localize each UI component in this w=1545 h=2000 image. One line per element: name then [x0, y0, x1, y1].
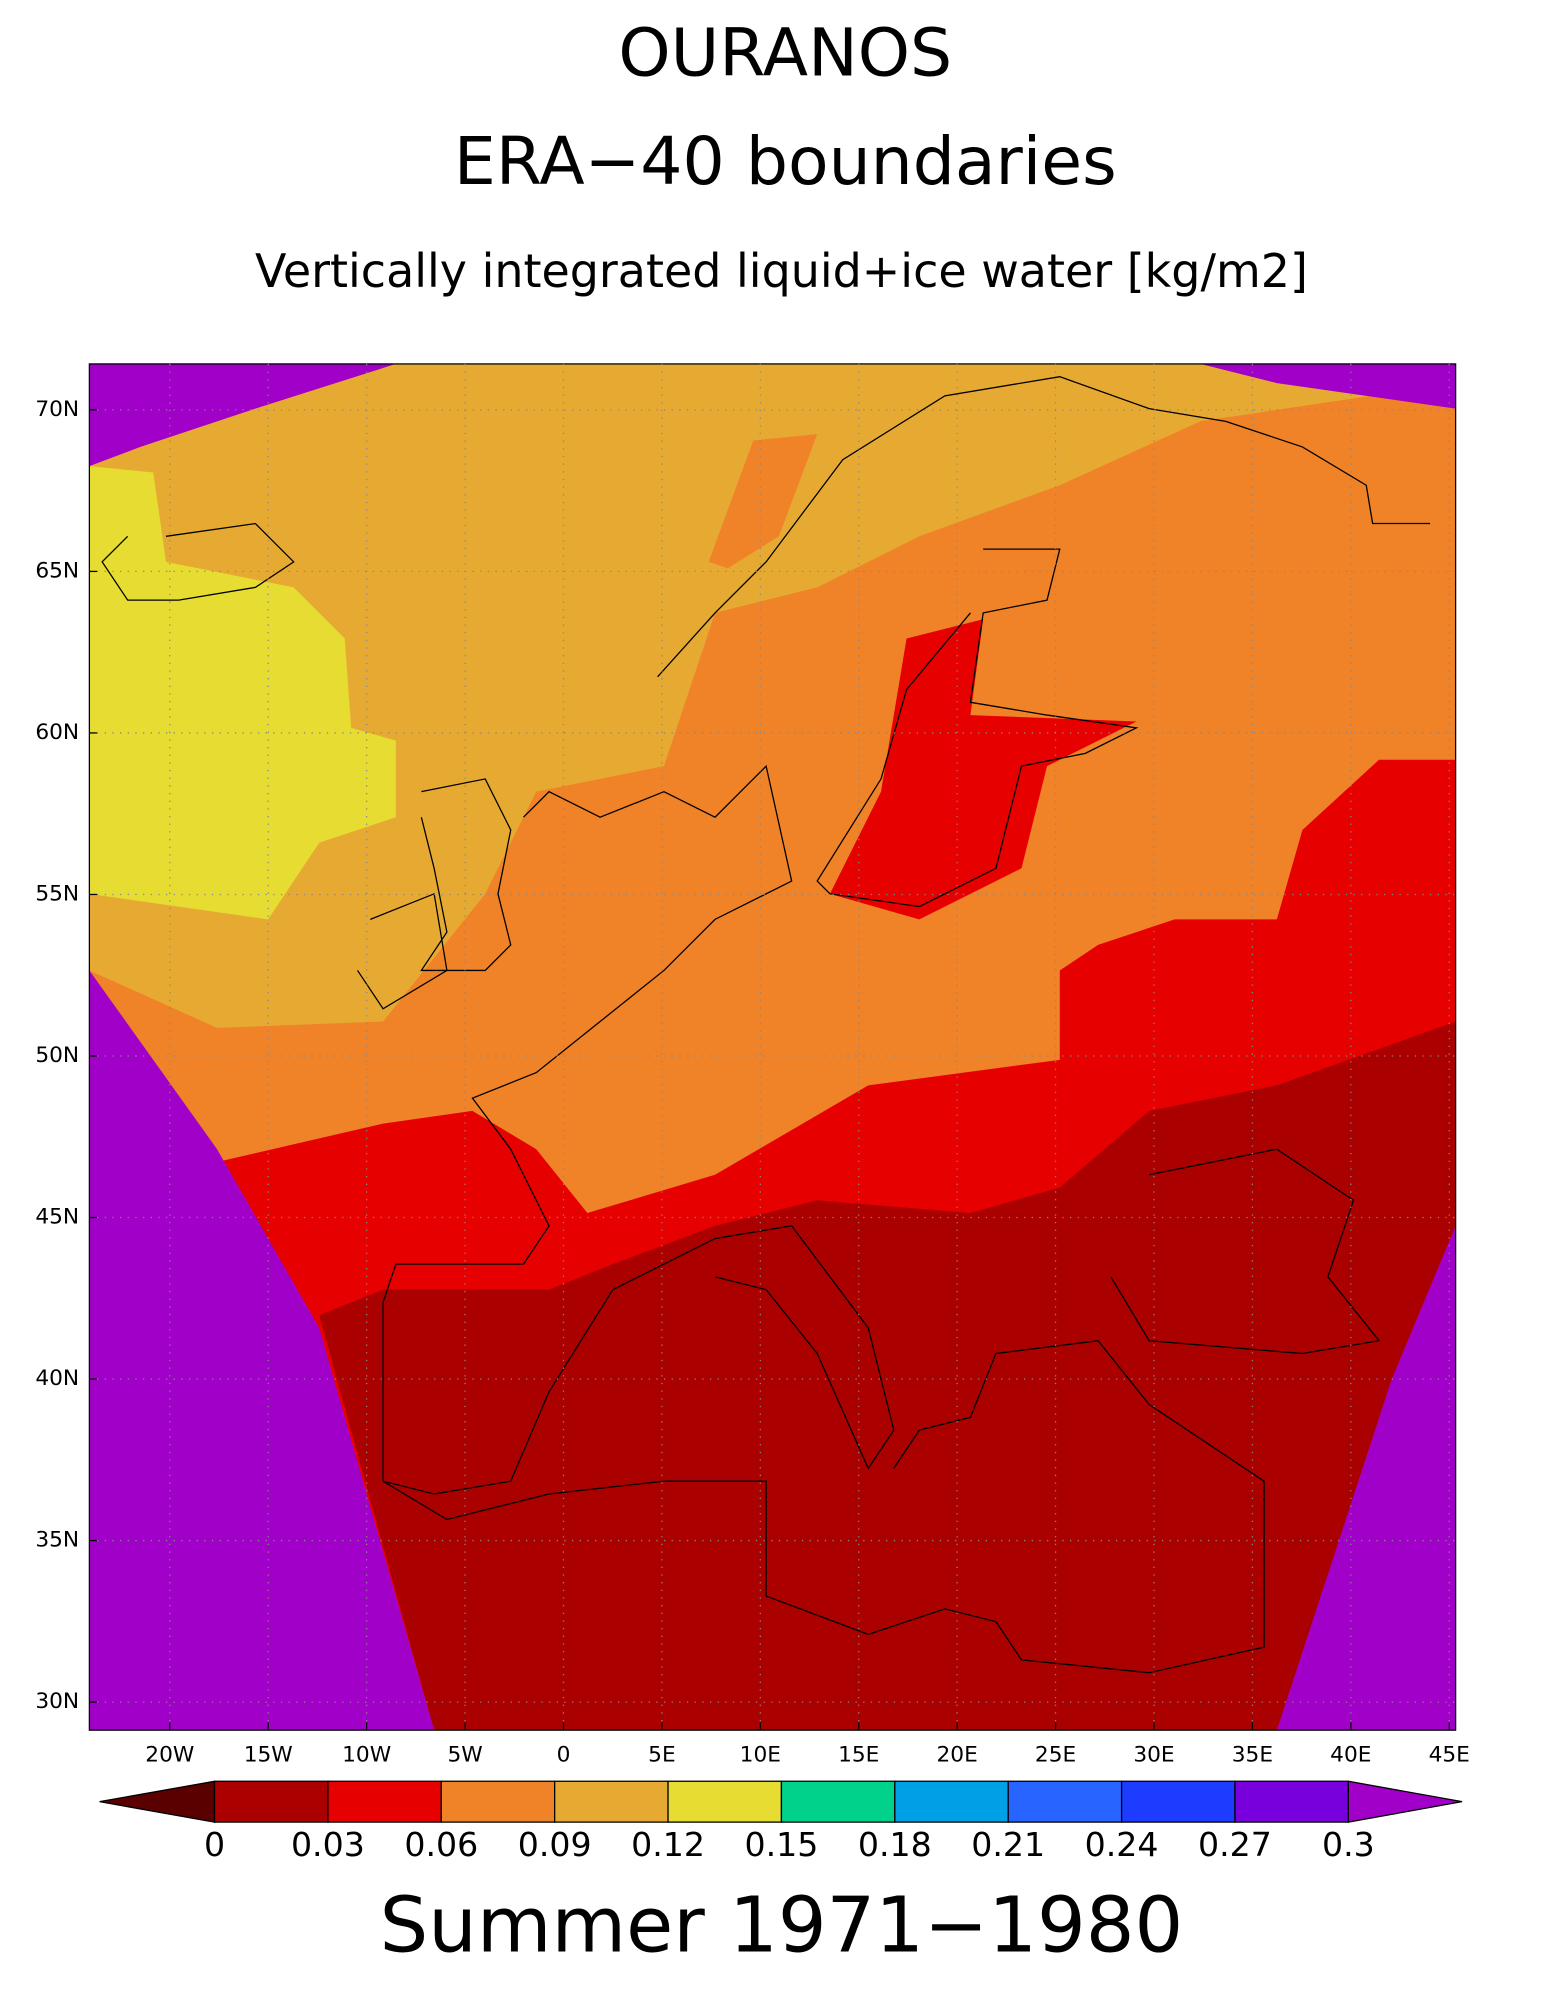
coastline	[816, 548, 1139, 908]
y-tick-label: 55N	[35, 881, 79, 906]
colorbar-label: 0.06	[404, 1825, 478, 1864]
colorbar-swatch	[894, 1780, 1009, 1823]
colorbar-swatch	[1234, 1780, 1350, 1823]
colorbar-swatch	[554, 1780, 669, 1823]
colorbar: 0 0.03 0.06 0.09 0.12 0.15 0.18 0.21 0.24 0.27 0.3	[99, 1780, 1463, 1864]
x-tick-label: 15W	[244, 1743, 293, 1768]
field-region	[319, 1021, 1456, 1731]
y-tick-label: 65N	[35, 558, 79, 583]
outside-domain	[1200, 363, 1456, 409]
x-tick-label: 20E	[936, 1743, 977, 1768]
coastline	[356, 892, 448, 1010]
colorbar-label: 0.27	[1198, 1825, 1272, 1864]
y-tick-label: 30N	[35, 1689, 79, 1714]
colorbar-label: 0	[204, 1825, 225, 1864]
colorbar-label: 0.18	[858, 1825, 932, 1864]
x-tick-label: 10E	[740, 1743, 781, 1768]
colorbar-label: 0.21	[971, 1825, 1045, 1864]
coastline	[420, 778, 512, 972]
chart-subtitle: ERA−40 boundaries	[454, 122, 1117, 200]
x-tick-label: 10W	[342, 1743, 391, 1768]
colorbar-swatch	[1007, 1780, 1123, 1823]
variable-label: Vertically integrated liquid+ice water […	[255, 244, 1308, 298]
x-tick-label: 35E	[1232, 1743, 1273, 1768]
x-tick-label: 30E	[1133, 1743, 1174, 1768]
footer: Summer 1971−1980	[380, 1882, 1184, 1971]
field-region	[89, 466, 396, 920]
colorbar-swatch	[327, 1780, 442, 1823]
colorbar-swatch	[1120, 1780, 1236, 1823]
coastline	[382, 764, 895, 1495]
outside-domain	[89, 363, 396, 467]
x-tick-label: 45E	[1429, 1743, 1470, 1768]
coastlines	[101, 376, 1431, 1674]
coastline	[101, 522, 295, 601]
colorbar-swatch	[667, 1780, 783, 1823]
y-tick-label: 45N	[35, 1205, 79, 1230]
map-field	[89, 363, 1456, 1731]
colorbar-swatch	[213, 1780, 329, 1823]
colorbar-label: 0.15	[744, 1825, 818, 1864]
colorbar-arrow-low	[99, 1780, 216, 1823]
outside-domain	[89, 970, 435, 1731]
colorbar-label: 0.24	[1085, 1825, 1159, 1864]
y-tick-label: 70N	[35, 397, 79, 422]
x-tick-label: 25E	[1035, 1743, 1076, 1768]
x-tick-label: 0	[557, 1743, 571, 1768]
colorbar-arrow-high	[1347, 1780, 1463, 1823]
y-tick-label: 50N	[35, 1043, 79, 1068]
x-tick-label: 5E	[648, 1743, 676, 1768]
field-region	[829, 619, 1137, 920]
x-tick-label: 15E	[838, 1743, 879, 1768]
colorbar-swatch	[780, 1780, 896, 1823]
y-tick-label: 35N	[35, 1528, 79, 1553]
plot-frame	[88, 363, 1457, 1731]
colorbar-swatch	[440, 1780, 556, 1823]
colorbar-label: 0.03	[291, 1825, 365, 1864]
colorbar-label: 0.09	[518, 1825, 592, 1864]
y-tick-label: 60N	[35, 720, 79, 745]
outside-domain	[1276, 1225, 1456, 1731]
coastline	[657, 376, 1431, 678]
colorbar-label: 0.3	[1322, 1825, 1375, 1864]
chart-title: OURANOS	[618, 14, 952, 92]
x-tick-label: 5W	[447, 1743, 482, 1768]
axes: 20W 15W 10W 5W 0 5E 10E 15E 20E 25E 30E 35E 40E 45E 30…	[35, 363, 1470, 1768]
y-tick-label: 40N	[35, 1366, 79, 1391]
colorbar-label: 0.12	[631, 1825, 705, 1864]
field-region	[708, 434, 818, 569]
x-tick-label: 40E	[1330, 1743, 1371, 1768]
coastline	[1110, 1148, 1381, 1355]
coastline	[382, 1340, 1265, 1674]
x-tick-label: 20W	[145, 1743, 194, 1768]
